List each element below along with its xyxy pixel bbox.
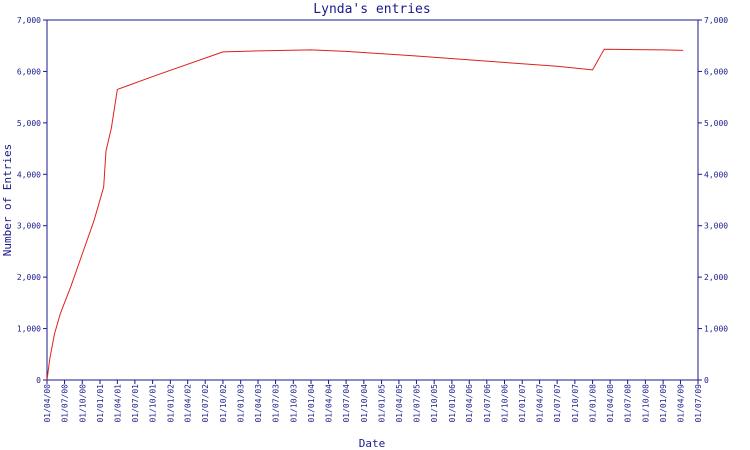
x-tick-label: 01/10/04 <box>360 384 369 423</box>
x-tick-label: 01/07/08 <box>624 384 633 423</box>
x-tick-label: 01/04/06 <box>465 384 474 423</box>
x-tick-label: 01/07/02 <box>201 384 210 423</box>
x-tick-label: 01/01/08 <box>589 384 598 423</box>
x-tick-label: 01/07/09 <box>694 384 703 423</box>
y-tick-label-left: 6,000 <box>17 67 41 76</box>
series-line <box>46 48 684 381</box>
y-tick-label-left: 2,000 <box>17 273 41 282</box>
y-tick-label-left: 5,000 <box>17 119 41 128</box>
x-axis: 01/04/00 01/07/00 01/10/00 01/01/01 01/04/01… <box>43 380 703 423</box>
x-tick-label: 01/04/01 <box>113 384 122 423</box>
y-axis-label: Number of Entries <box>1 144 14 257</box>
y-tick-label-left: 4,000 <box>17 170 41 179</box>
x-tick-label: 01/07/06 <box>483 384 492 423</box>
x-tick-label: 01/04/05 <box>395 384 404 423</box>
y-axis-right: 0 1,000 2,000 3,000 4,000 5,000 6,000 7,000 <box>698 16 728 385</box>
y-tick-label-left: 7,000 <box>17 16 41 25</box>
x-tick-label: 01/07/05 <box>412 384 421 423</box>
x-tick-label: 01/01/04 <box>307 384 316 423</box>
y-tick-label-left: 0 <box>36 376 41 385</box>
plot-area-frame <box>46 19 699 381</box>
x-tick-label: 01/01/06 <box>448 384 457 423</box>
y-tick-label-right: 6,000 <box>704 67 728 76</box>
chart-title: Lynda's entries <box>313 2 430 17</box>
x-tick-label: 01/10/08 <box>641 384 650 423</box>
x-tick-label: 01/10/00 <box>78 384 87 423</box>
x-tick-label: 01/10/01 <box>149 384 158 423</box>
x-tick-label: 01/07/07 <box>553 384 562 423</box>
y-tick-label-right: 2,000 <box>704 273 728 282</box>
y-tick-label-left: 1,000 <box>17 325 41 334</box>
y-axis-left: 0 1,000 2,000 3,000 4,000 5,000 6,000 7,000 <box>17 16 47 385</box>
x-tick-label: 01/10/06 <box>501 384 510 423</box>
x-tick-label: 01/10/03 <box>289 384 298 423</box>
y-tick-label-right: 5,000 <box>704 119 728 128</box>
x-tick-label: 01/07/00 <box>61 384 70 423</box>
x-tick-label: 01/07/04 <box>342 384 351 423</box>
x-tick-label: 01/04/03 <box>254 384 263 423</box>
x-tick-label: 01/04/09 <box>676 384 685 423</box>
series-group <box>46 48 684 381</box>
y-tick-label-right: 4,000 <box>704 170 728 179</box>
y-tick-label-right: 7,000 <box>704 16 728 25</box>
x-tick-label: 01/07/01 <box>131 384 140 423</box>
x-tick-label: 01/01/07 <box>518 384 527 423</box>
x-tick-label: 01/01/03 <box>237 384 246 423</box>
x-tick-label: 01/01/05 <box>378 384 387 423</box>
x-tick-label: 01/04/02 <box>184 384 193 423</box>
x-tick-label: 01/10/05 <box>430 384 439 423</box>
y-tick-label-left: 3,000 <box>17 222 41 231</box>
x-tick-label: 01/01/09 <box>659 384 668 423</box>
x-tick-label: 01/01/02 <box>166 384 175 423</box>
y-tick-label-right: 1,000 <box>704 325 728 334</box>
x-tick-label: 01/04/04 <box>325 384 334 423</box>
x-tick-label: 01/10/02 <box>219 384 228 423</box>
y-tick-label-right: 0 <box>704 376 709 385</box>
x-tick-label: 01/07/03 <box>272 384 281 423</box>
x-tick-label: 01/04/00 <box>43 384 52 423</box>
x-tick-label: 01/04/08 <box>606 384 615 423</box>
x-tick-label: 01/01/01 <box>96 384 105 423</box>
x-axis-label: Date <box>359 437 386 450</box>
x-tick-label: 01/04/07 <box>536 384 545 423</box>
y-tick-label-right: 3,000 <box>704 222 728 231</box>
x-tick-label: 01/10/07 <box>571 384 580 423</box>
